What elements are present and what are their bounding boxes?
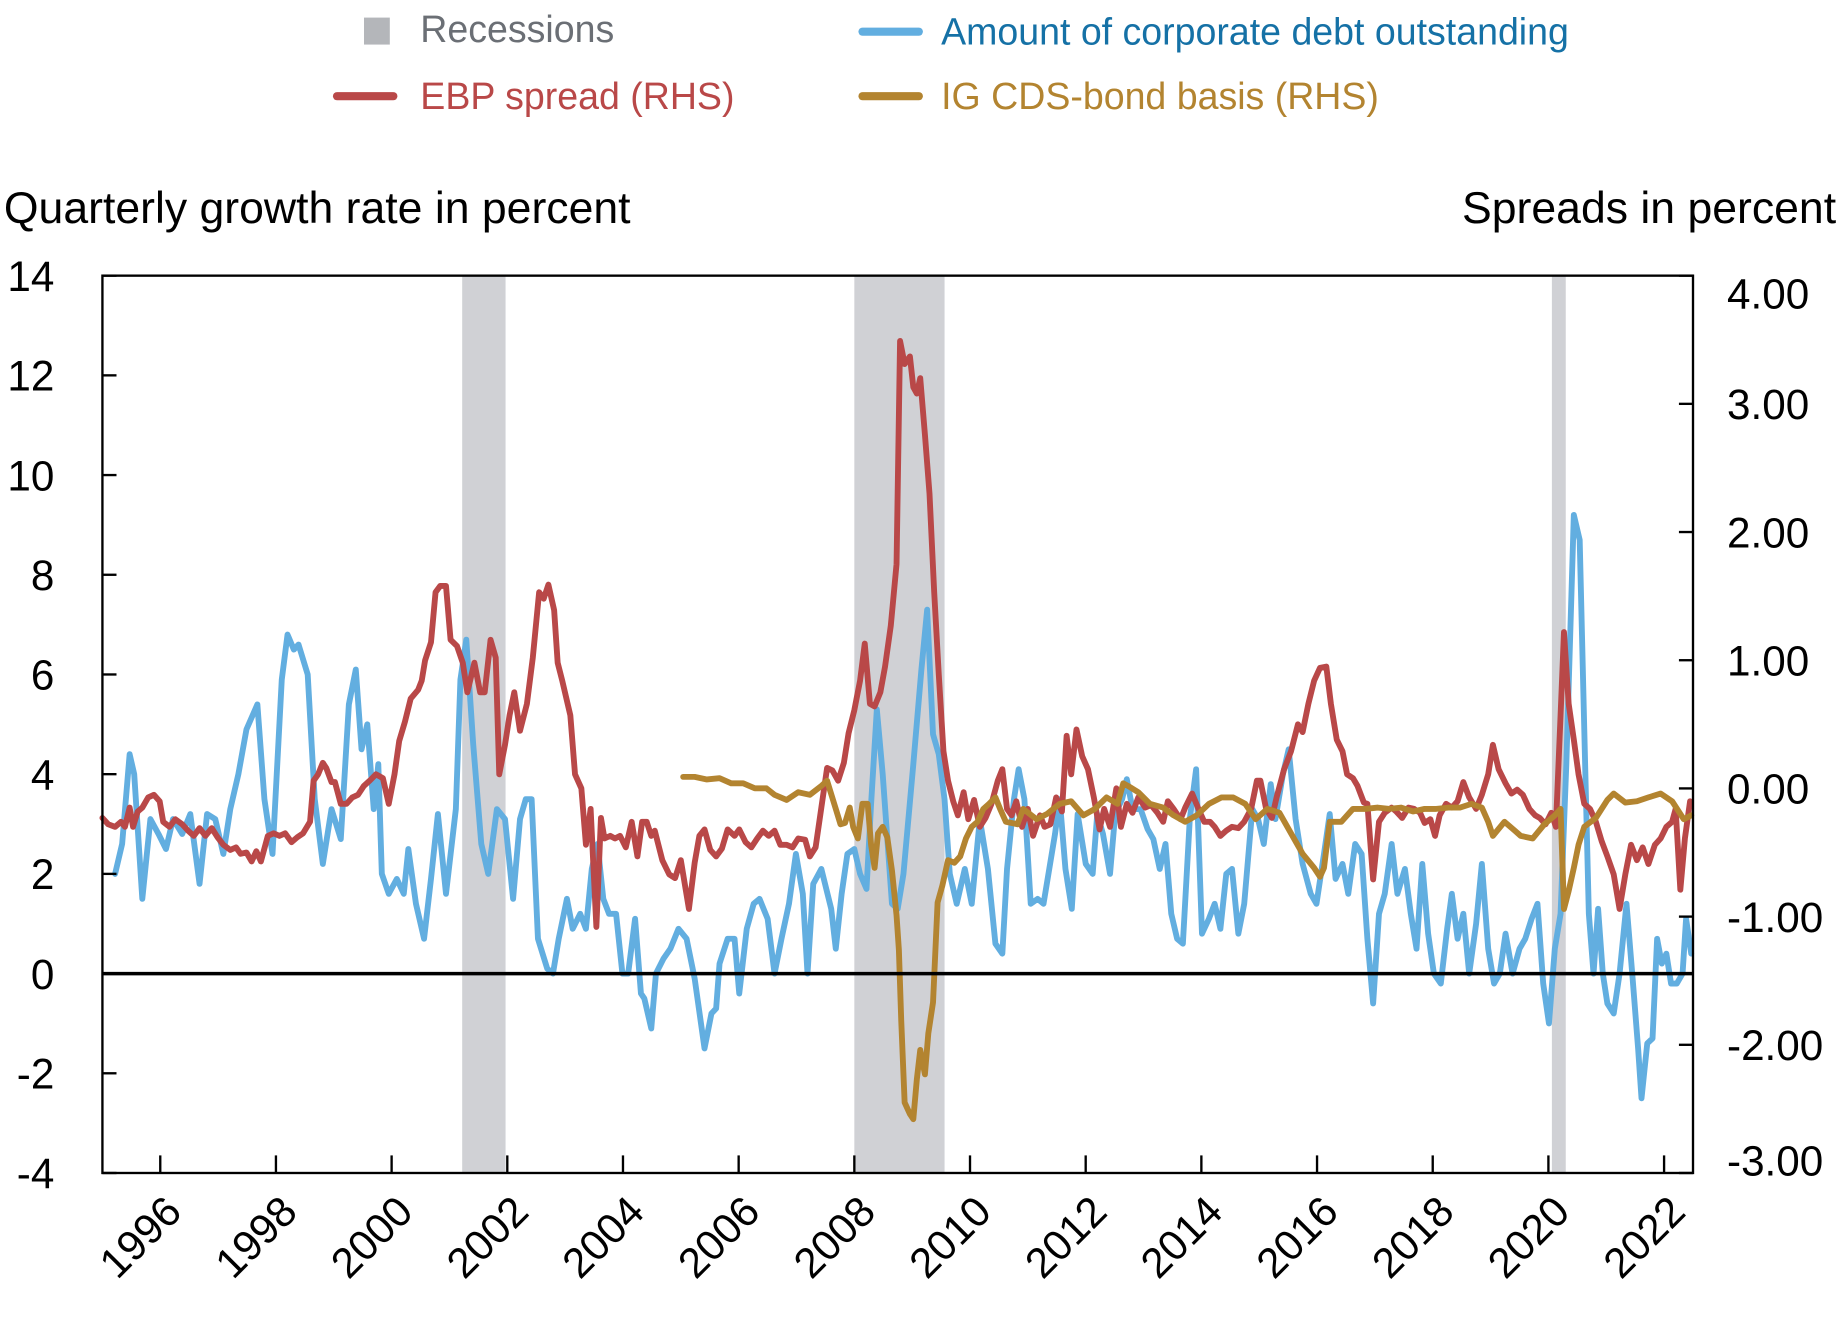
left-axis-tick-label: -4	[17, 1150, 55, 1197]
left-axis-tick-label: 4	[31, 751, 54, 798]
left-axis-tick-label: 14	[7, 253, 54, 300]
left-axis-tick-label: 12	[7, 353, 54, 400]
axes: -4 -2 0 2 4 6 8 10 12 14 -3.00 -2.00 -1.00 0.00 1.00 2.…	[7, 253, 1823, 1287]
legend-debt-label: Amount of corporate debt outstanding	[941, 11, 1569, 53]
series-lines	[99, 338, 1695, 1123]
plot-frame	[101, 274, 1695, 1175]
right-axis-tick-label: 1.00	[1727, 637, 1809, 684]
x-axis-tick-label: 2004	[553, 1187, 653, 1287]
right-axis-tick-label: -1.00	[1727, 894, 1823, 941]
left-axis-tick-label: 0	[31, 951, 54, 998]
legend: Recessions Amount of corporate debt outs…	[332, 8, 1569, 117]
x-axis-tick-label: 2018	[1363, 1187, 1463, 1287]
legend-cds-label: IG CDS-bond basis (RHS)	[941, 75, 1379, 117]
x-axis-tick-label: 1996	[90, 1187, 190, 1287]
left-axis-tick-label: 6	[31, 652, 54, 699]
left-axis-tick-label: -2	[17, 1051, 55, 1098]
recession-bands	[462, 275, 1566, 1173]
cds-bond-basis-line	[680, 773, 1695, 1123]
x-axis-tick-label: 2012	[1016, 1187, 1116, 1287]
x-axis-tick-label: 1998	[206, 1187, 306, 1287]
debt-growth-line	[112, 512, 1695, 1102]
x-axis-tick-label: 2002	[437, 1187, 537, 1287]
right-axis-tick-label: 4.00	[1727, 270, 1809, 317]
legend-ebp-label: EBP spread (RHS)	[420, 75, 734, 117]
right-axis-tick-label: -2.00	[1727, 1022, 1823, 1069]
x-axis-tick-label: 2000	[322, 1187, 422, 1287]
right-axis-tick-label: 0.00	[1727, 766, 1809, 813]
x-axis-tick-label: 2016	[1247, 1187, 1347, 1287]
x-axis-tick-label: 2014	[1132, 1187, 1232, 1287]
left-axis-tick-label: 2	[31, 851, 54, 898]
x-axis-tick-label: 2008	[785, 1187, 885, 1287]
ebp-spread-line	[99, 338, 1694, 930]
legend-recessions-swatch	[364, 17, 390, 45]
right-axis-tick-label: 3.00	[1727, 381, 1809, 428]
left-axis-tick-label: 8	[31, 552, 54, 599]
left-axis-tick-label: 10	[7, 452, 54, 499]
right-axis-title: Spreads in percent	[1462, 184, 1837, 233]
x-axis-tick-label: 2022	[1594, 1187, 1694, 1287]
legend-recessions-label: Recessions	[420, 8, 614, 50]
right-axis-tick-label: -3.00	[1727, 1137, 1823, 1184]
x-axis-tick-label: 2006	[669, 1187, 769, 1287]
x-axis-tick-label: 2010	[900, 1187, 1000, 1287]
x-axis-tick-label: 2020	[1479, 1187, 1579, 1287]
right-axis-tick-label: 2.00	[1727, 509, 1809, 556]
left-axis-title: Quarterly growth rate in percent	[4, 184, 631, 233]
